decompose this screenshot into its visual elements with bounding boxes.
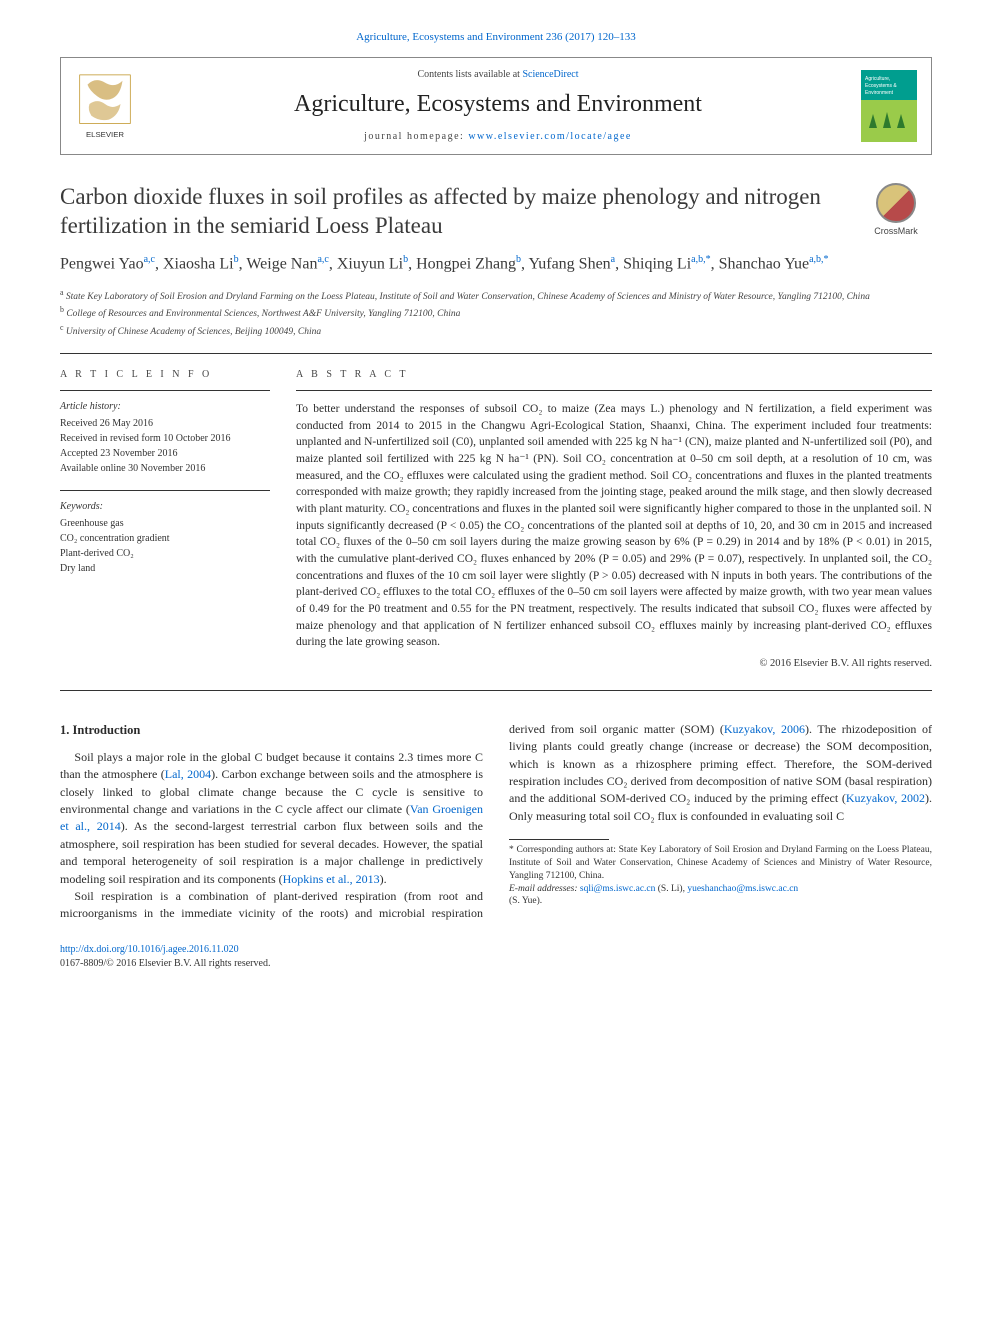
journal-header: ELSEVIER Contents lists available at Sci… <box>60 57 932 155</box>
section-heading: 1. Introduction <box>60 721 483 739</box>
homepage-line: journal homepage: www.elsevier.com/locat… <box>151 130 845 144</box>
abstract-rule <box>296 390 932 391</box>
history-line: Accepted 23 November 2016 <box>60 446 270 461</box>
svg-text:ELSEVIER: ELSEVIER <box>86 130 124 139</box>
keyword: Plant-derived CO₂ <box>60 546 270 561</box>
abstract-copyright: © 2016 Elsevier B.V. All rights reserved… <box>296 657 932 672</box>
footnote-rule <box>509 839 609 840</box>
header-center: Contents lists available at ScienceDirec… <box>151 68 845 144</box>
keyword: Dry land <box>60 561 270 576</box>
crossmark-icon <box>876 183 916 223</box>
history-line: Received 26 May 2016 <box>60 416 270 431</box>
citation-line: Agriculture, Ecosystems and Environment … <box>60 30 932 45</box>
affiliations: a State Key Laboratory of Soil Erosion a… <box>60 287 932 339</box>
doi-link[interactable]: http://dx.doi.org/10.1016/j.agee.2016.11… <box>60 944 239 955</box>
homepage-link[interactable]: www.elsevier.com/locate/agee <box>468 131 632 142</box>
abstract: A B S T R A C T To better understand the… <box>296 368 932 672</box>
citation-link[interactable]: Kuzyakov, 2006 <box>724 722 805 736</box>
article-info: A R T I C L E I N F O Article history: R… <box>60 368 270 672</box>
article-title: Carbon dioxide fluxes in soil profiles a… <box>60 183 846 241</box>
abstract-heading: A B S T R A C T <box>296 368 932 382</box>
corresponding-author-note: * Corresponding authors at: State Key La… <box>509 844 932 882</box>
issn-line: 0167-8809/© 2016 Elsevier B.V. All right… <box>60 958 270 969</box>
crossmark-badge[interactable]: CrossMark <box>860 183 932 238</box>
svg-text:Agriculture,: Agriculture, <box>865 76 890 82</box>
text-run: ). As the second-largest terrestrial car… <box>60 819 483 885</box>
history-label: Article history: <box>60 399 270 414</box>
email-who: (S. Li), <box>655 884 687 894</box>
history-line: Received in revised form 10 October 2016 <box>60 431 270 446</box>
citation-link[interactable]: Hopkins et al., 2013 <box>283 872 380 886</box>
citation-link[interactable]: Lal, 2004 <box>165 767 211 781</box>
article-history: Article history: Received 26 May 2016 Re… <box>60 399 270 476</box>
info-rule-2 <box>60 490 270 491</box>
homepage-prefix: journal homepage: <box>364 131 468 142</box>
contents-line: Contents lists available at ScienceDirec… <box>151 68 845 82</box>
authors: Pengwei Yaoa,c, Xiaosha Lib, Weige Nana,… <box>60 252 932 276</box>
citation-link[interactable]: Kuzyakov, 2002 <box>846 791 925 805</box>
keyword: Greenhouse gas <box>60 516 270 531</box>
journal-name: Agriculture, Ecosystems and Environment <box>151 88 845 122</box>
email-link[interactable]: sqli@ms.iswc.ac.cn <box>580 884 656 894</box>
contents-prefix: Contents lists available at <box>417 69 522 80</box>
text-run: ). <box>380 872 387 886</box>
elsevier-logo: ELSEVIER <box>75 71 135 141</box>
keywords-label: Keywords: <box>60 499 270 514</box>
email-label: E-mail addresses: <box>509 884 580 894</box>
email-who: (S. Yue). <box>509 896 542 906</box>
keywords-block: Keywords: Greenhouse gas CO₂ concentrati… <box>60 499 270 576</box>
crossmark-label: CrossMark <box>860 225 932 238</box>
email-link[interactable]: yueshanchao@ms.iswc.ac.cn <box>687 884 798 894</box>
body-columns: 1. Introduction Soil plays a major role … <box>60 721 932 923</box>
info-heading: A R T I C L E I N F O <box>60 368 270 382</box>
svg-text:Environment: Environment <box>865 90 894 96</box>
footnotes: * Corresponding authors at: State Key La… <box>509 844 932 908</box>
rule-top <box>60 353 932 354</box>
keyword: CO₂ concentration gradient <box>60 531 270 546</box>
footer: http://dx.doi.org/10.1016/j.agee.2016.11… <box>60 943 932 971</box>
sciencedirect-link[interactable]: ScienceDirect <box>522 69 578 80</box>
journal-cover: Agriculture, Ecosystems & Environment <box>861 70 917 142</box>
rule-bottom <box>60 690 932 691</box>
svg-text:Ecosystems &: Ecosystems & <box>865 83 897 89</box>
abstract-text: To better understand the responses of su… <box>296 401 932 651</box>
info-rule-1 <box>60 390 270 391</box>
email-note: E-mail addresses: sqli@ms.iswc.ac.cn (S.… <box>509 883 932 909</box>
history-line: Available online 30 November 2016 <box>60 461 270 476</box>
info-abstract-row: A R T I C L E I N F O Article history: R… <box>60 368 932 672</box>
body-paragraph: Soil plays a major role in the global C … <box>60 749 483 888</box>
title-row: Carbon dioxide fluxes in soil profiles a… <box>60 183 932 241</box>
